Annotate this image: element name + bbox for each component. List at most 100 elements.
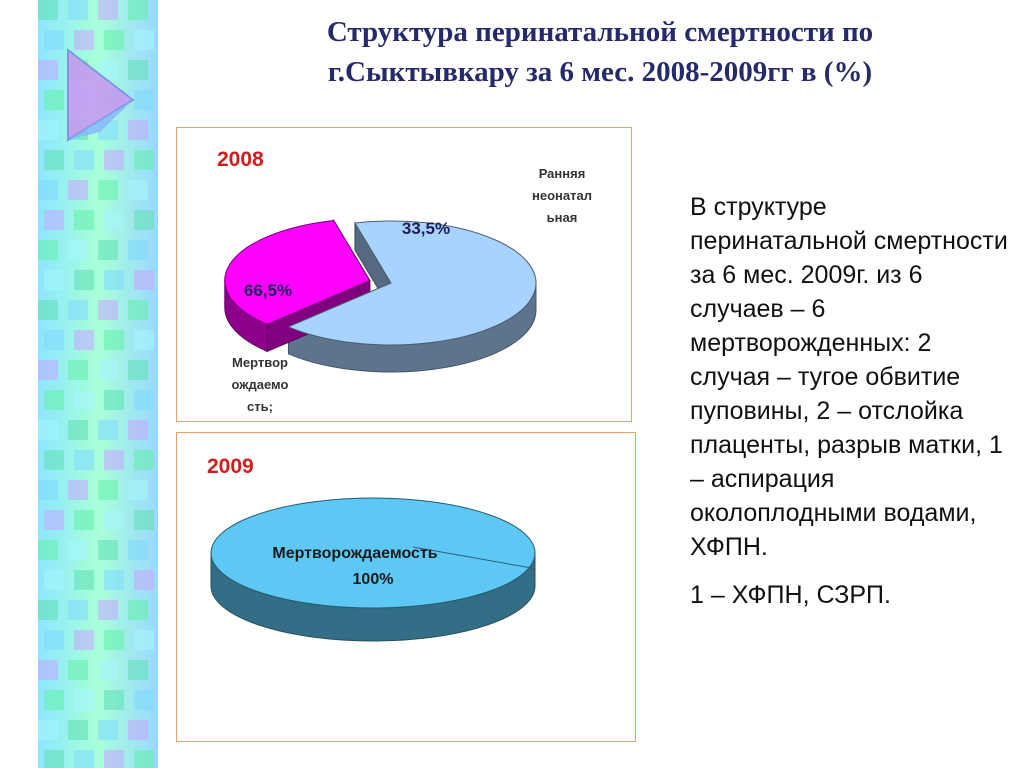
strip-block [68, 300, 88, 320]
strip-block [74, 510, 94, 530]
strip-block [104, 30, 124, 50]
strip-block [38, 240, 58, 260]
strip-block [104, 270, 124, 290]
pie-2008-data-label-0: 66,5% [244, 281, 292, 300]
strip-block [74, 690, 94, 710]
legend-label-stillbirth: Мертвор ождаемо сть; [215, 352, 305, 418]
strip-block [38, 120, 58, 140]
pie-2009-category-label: Мертворождаемость [272, 545, 437, 562]
strip-block [68, 0, 88, 20]
strip-block [128, 0, 148, 20]
description-paragraph-2: 1 – ХФПН, СЗРП. [690, 581, 891, 609]
legend-label-stillbirth-line1: Мертвор [232, 355, 288, 370]
strip-block [74, 630, 94, 650]
legend-label-neonatal: Ранняя неонатал ьная [517, 163, 607, 229]
strip-block [68, 180, 88, 200]
decorative-strip [38, 0, 158, 768]
strip-block [68, 420, 88, 440]
legend-label-neonatal-line3: ьная [546, 210, 578, 225]
pie-2008-slice-0 [287, 220, 537, 346]
chart-2009-frame: Мертворождаемость 100% 2009 [176, 432, 636, 742]
strip-block [68, 600, 88, 620]
triangle-logo-shadow [68, 100, 133, 140]
strip-block [134, 30, 154, 50]
strip-block [98, 60, 118, 80]
strip-block [74, 210, 94, 230]
chart-2009-title: 2009 [207, 455, 254, 478]
strip-block [134, 270, 154, 290]
strip-block [44, 30, 64, 50]
pie-2009-slice-edge [412, 546, 534, 569]
strip-block [98, 660, 118, 680]
strip-block [104, 390, 124, 410]
strip-block [38, 660, 58, 680]
slide-title-line2: г.Сыктывкару за 6 мес. 2008-2009гг в (%) [327, 56, 873, 88]
strip-block [38, 60, 58, 80]
strip-pattern [38, 0, 154, 768]
strip-block [68, 540, 88, 560]
strip-block [134, 570, 154, 590]
chart-2008-plot: 66,5% 33,5% [224, 218, 537, 373]
strip-block [38, 720, 58, 740]
strip-block [134, 390, 154, 410]
strip-block [44, 90, 64, 110]
strip-block [128, 660, 148, 680]
strip-block [134, 210, 154, 230]
strip-block [44, 270, 64, 290]
legend-label-stillbirth-line2: ождаемо [231, 377, 289, 392]
strip-block [68, 240, 88, 260]
strip-block [44, 510, 64, 530]
pie-2009-data-label: 100% [353, 571, 394, 588]
strip-block [68, 720, 88, 740]
strip-block [44, 390, 64, 410]
strip-block [44, 450, 64, 470]
strip-block [74, 30, 94, 50]
chart-2009-plot: Мертворождаемость 100% [210, 497, 536, 642]
strip-block [74, 330, 94, 350]
legend-label-neonatal-line2: неонатал [532, 188, 592, 203]
slide-title-line1: Структура перинатальной смертности по [326, 16, 874, 48]
strip-block [104, 630, 124, 650]
strip-block [98, 180, 118, 200]
strip-block [134, 750, 154, 768]
strip-block [68, 480, 88, 500]
strip-block [104, 210, 124, 230]
strip-block [44, 570, 64, 590]
description-text: В структуре перинатальной смертности за … [690, 190, 1010, 612]
strip-block [134, 90, 154, 110]
strip-block [44, 210, 64, 230]
strip-block [74, 270, 94, 290]
strip-block [98, 600, 118, 620]
strip-block [128, 300, 148, 320]
strip-block [134, 330, 154, 350]
pie-2009-slice-0 [210, 497, 536, 609]
strip-block [98, 720, 118, 740]
strip-block [128, 480, 148, 500]
strip-block [38, 300, 58, 320]
strip-block [128, 120, 148, 140]
strip-block [104, 450, 124, 470]
strip-block [38, 360, 58, 380]
pie-2008-data-label-1: 33,5% [402, 219, 450, 238]
strip-block [98, 0, 118, 20]
chart-2008-frame: 66,5% 33,5% 2008 Ранняя неонатал ьная Мер… [176, 127, 632, 422]
strip-block [128, 180, 148, 200]
strip-block [98, 360, 118, 380]
strip-block [68, 360, 88, 380]
strip-block [38, 420, 58, 440]
strip-block [44, 330, 64, 350]
strip-block [134, 690, 154, 710]
strip-block [74, 390, 94, 410]
strip-block [128, 360, 148, 380]
strip-block [104, 330, 124, 350]
description-paragraph-1: В структуре перинатальной смертности за … [690, 193, 1008, 561]
strip-block [134, 510, 154, 530]
legend-label-neonatal-line1: Ранняя [538, 166, 586, 181]
strip-block [134, 150, 154, 170]
strip-block [104, 570, 124, 590]
strip-block [74, 450, 94, 470]
strip-block [134, 450, 154, 470]
strip-block [38, 540, 58, 560]
strip-block [128, 420, 148, 440]
strip-block [98, 420, 118, 440]
